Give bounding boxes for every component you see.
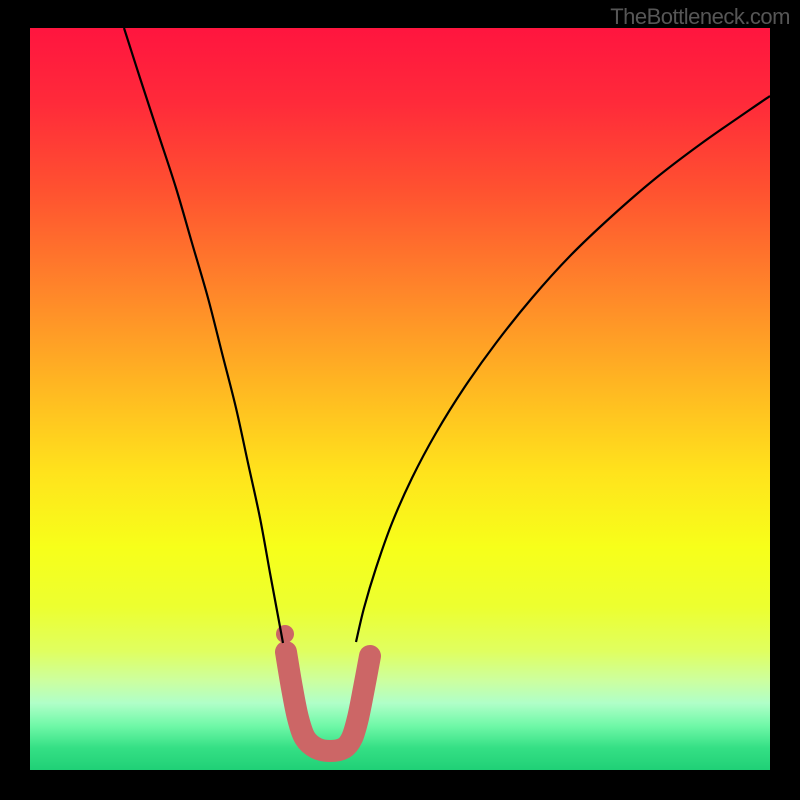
watermark-text: TheBottleneck.com	[610, 4, 790, 30]
right-branch-curve	[356, 96, 770, 642]
chart-svg	[30, 28, 770, 770]
left-branch-curve	[124, 28, 283, 643]
thick-marker-dot	[276, 625, 294, 643]
plot-area	[30, 28, 770, 770]
thick-marker-path	[286, 652, 370, 751]
